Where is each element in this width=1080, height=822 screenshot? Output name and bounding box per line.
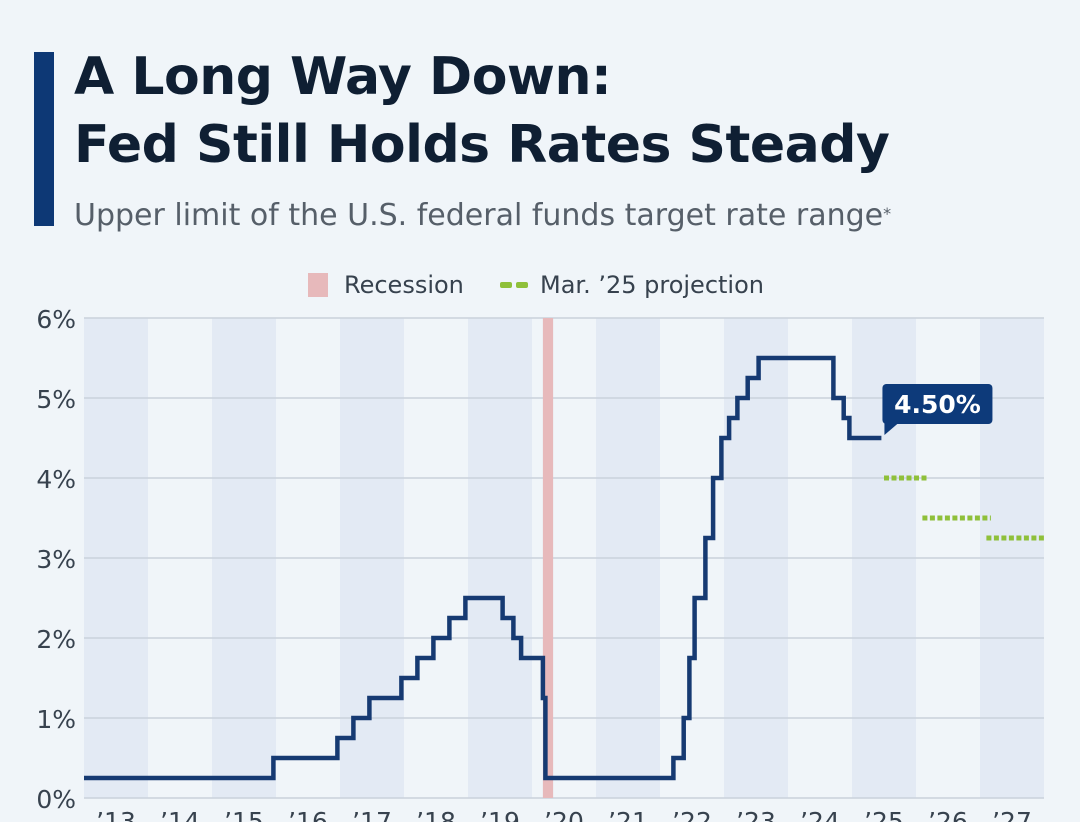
- y-tick-label: 3%: [36, 545, 76, 574]
- recession-swatch: [308, 273, 328, 297]
- y-tick-label: 2%: [36, 625, 76, 654]
- x-tick-label: ’27: [992, 807, 1032, 822]
- y-tick-label: 1%: [36, 705, 76, 734]
- title-accent-bar: [34, 52, 54, 226]
- chart-subtitle: Upper limit of the U.S. federal funds ta…: [74, 196, 891, 236]
- x-tick-label: ’19: [480, 807, 520, 822]
- x-tick-label: ’14: [160, 807, 200, 822]
- y-tick-label: 0%: [36, 785, 76, 814]
- x-tick-label: ’26: [928, 807, 968, 822]
- rate-chart: 0% 1% 2% 3% 4% 5% 6% ’13 ’14 ’15 ’16 ’17 ’18 ’19 ’20 ’2…: [36, 305, 1044, 822]
- x-tick-label: ’17: [352, 807, 392, 822]
- callout-box: [882, 384, 993, 424]
- chart-subtitle-text: Upper limit of the U.S. federal funds ta…: [74, 198, 884, 233]
- x-tick-label: ’15: [224, 807, 264, 822]
- x-tick-label: ’24: [800, 807, 840, 822]
- callout-value: 4.50%: [894, 390, 981, 419]
- recession-band: [542, 318, 554, 798]
- footnote-mark: *: [883, 204, 892, 223]
- x-tick-label: ’16: [288, 807, 328, 822]
- chart-title-line-1: A Long Way Down:: [74, 47, 612, 107]
- chart-legend: Recession Mar. ’25 projection: [0, 268, 1080, 302]
- x-tick-label: ’13: [96, 807, 136, 822]
- x-tick-label: ’22: [672, 807, 712, 822]
- rate-line: [84, 355, 882, 781]
- x-tick-label: ’20: [544, 807, 584, 822]
- chart-title-line-2: Fed Still Holds Rates Steady: [74, 115, 890, 175]
- legend-label-projection: Mar. ’25 projection: [540, 271, 764, 299]
- y-tick-label: 5%: [36, 385, 76, 414]
- y-tick-label: 4%: [36, 465, 76, 494]
- x-tick-label: ’23: [736, 807, 776, 822]
- x-tick-label: ’25: [864, 807, 904, 822]
- x-tick-label: ’18: [416, 807, 456, 822]
- projection-swatch: [500, 282, 528, 288]
- legend-label-recession: Recession: [344, 271, 464, 299]
- legend-item-recession: Recession: [308, 268, 464, 302]
- x-tick-label: ’21: [608, 807, 648, 822]
- callout-pointer: [884, 423, 899, 435]
- y-tick-label: 6%: [36, 305, 76, 334]
- legend-item-projection: Mar. ’25 projection: [500, 268, 764, 302]
